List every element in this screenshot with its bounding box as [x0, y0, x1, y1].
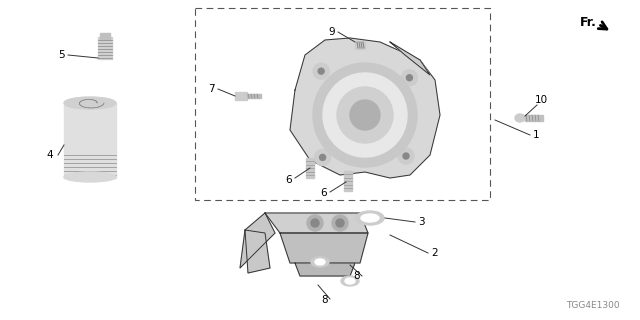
- Circle shape: [398, 148, 414, 164]
- Circle shape: [336, 219, 344, 227]
- Text: 5: 5: [58, 50, 65, 60]
- Circle shape: [313, 63, 329, 79]
- Ellipse shape: [341, 276, 359, 286]
- Circle shape: [318, 68, 324, 74]
- Circle shape: [323, 73, 407, 157]
- Ellipse shape: [311, 257, 329, 267]
- Bar: [355, 42, 365, 49]
- Polygon shape: [245, 230, 270, 273]
- Ellipse shape: [315, 259, 325, 265]
- Bar: [195, 8, 490, 200]
- Bar: [64, 103, 116, 178]
- Bar: [235, 92, 247, 100]
- Text: 7: 7: [209, 84, 215, 94]
- Bar: [98, 37, 112, 59]
- Ellipse shape: [356, 211, 384, 225]
- Circle shape: [307, 215, 323, 231]
- Bar: [247, 94, 261, 98]
- Circle shape: [332, 215, 348, 231]
- Text: 10: 10: [535, 95, 548, 105]
- Bar: [100, 33, 110, 39]
- Bar: [306, 158, 314, 178]
- Bar: [100, 33, 110, 39]
- Polygon shape: [240, 213, 275, 268]
- Ellipse shape: [64, 97, 116, 109]
- Circle shape: [311, 219, 319, 227]
- Bar: [306, 158, 314, 178]
- Circle shape: [313, 63, 417, 167]
- Text: 9: 9: [328, 27, 335, 37]
- Bar: [344, 171, 352, 191]
- Ellipse shape: [515, 114, 525, 122]
- Bar: [247, 94, 261, 98]
- Ellipse shape: [345, 278, 355, 284]
- Circle shape: [319, 155, 326, 160]
- Bar: [525, 115, 543, 121]
- Circle shape: [337, 87, 393, 143]
- Circle shape: [401, 70, 417, 86]
- Text: 3: 3: [418, 217, 424, 227]
- Text: Fr.: Fr.: [580, 15, 597, 28]
- Text: 2: 2: [431, 248, 438, 258]
- Text: 1: 1: [533, 130, 540, 140]
- Bar: [64, 103, 116, 178]
- Circle shape: [406, 75, 412, 81]
- Text: 6: 6: [321, 188, 327, 198]
- Polygon shape: [280, 233, 368, 263]
- Polygon shape: [390, 42, 430, 75]
- Text: 4: 4: [46, 150, 53, 160]
- Polygon shape: [290, 38, 440, 178]
- Circle shape: [350, 100, 380, 130]
- Circle shape: [403, 153, 409, 159]
- Bar: [98, 37, 112, 59]
- Bar: [235, 92, 247, 100]
- Bar: [525, 115, 543, 121]
- Text: 8: 8: [321, 295, 328, 305]
- Text: 6: 6: [285, 175, 292, 185]
- Polygon shape: [265, 213, 368, 233]
- Text: 8: 8: [353, 271, 360, 281]
- Bar: [355, 42, 365, 49]
- Ellipse shape: [361, 214, 379, 222]
- Bar: [344, 171, 352, 191]
- Ellipse shape: [64, 172, 116, 182]
- Text: TGG4E1300: TGG4E1300: [566, 301, 620, 310]
- Circle shape: [315, 149, 331, 165]
- Polygon shape: [295, 263, 355, 276]
